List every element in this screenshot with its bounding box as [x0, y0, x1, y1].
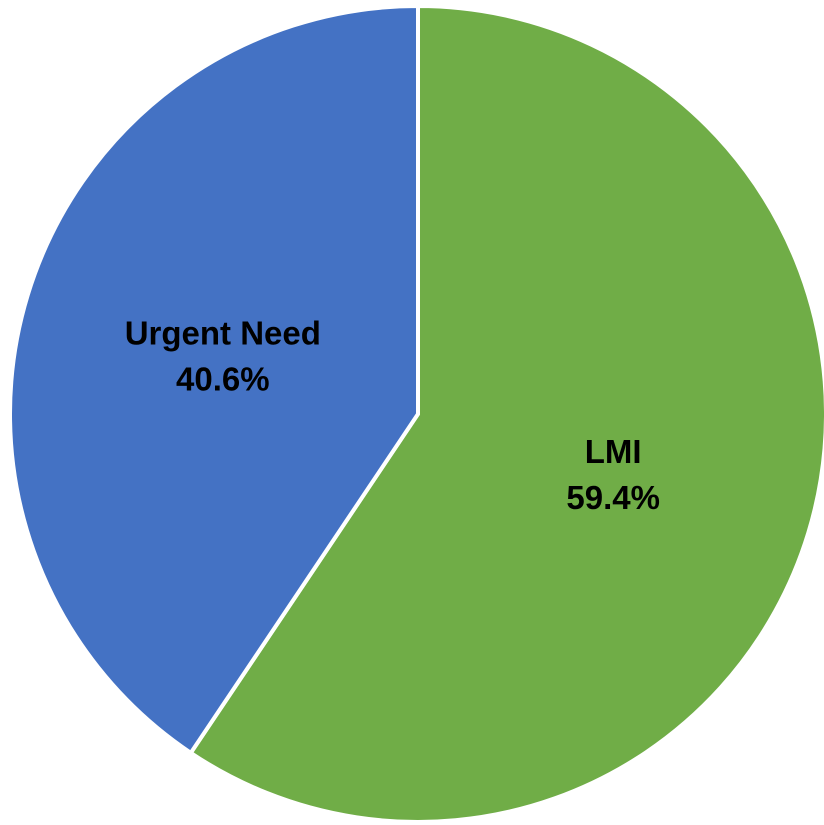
pie-slice-lmi	[188, 4, 824, 824]
pie-labels: LMI 59.4% Urgent Need 40.6%	[125, 314, 660, 516]
slice-category-label: LMI	[585, 433, 642, 470]
slice-category-label: Urgent Need	[125, 314, 321, 351]
slice-value-label: 40.6%	[176, 360, 270, 397]
pie-slices	[8, 4, 824, 824]
slice-value-label: 59.4%	[566, 479, 660, 516]
pie-slice-urgent-need	[8, 4, 420, 755]
